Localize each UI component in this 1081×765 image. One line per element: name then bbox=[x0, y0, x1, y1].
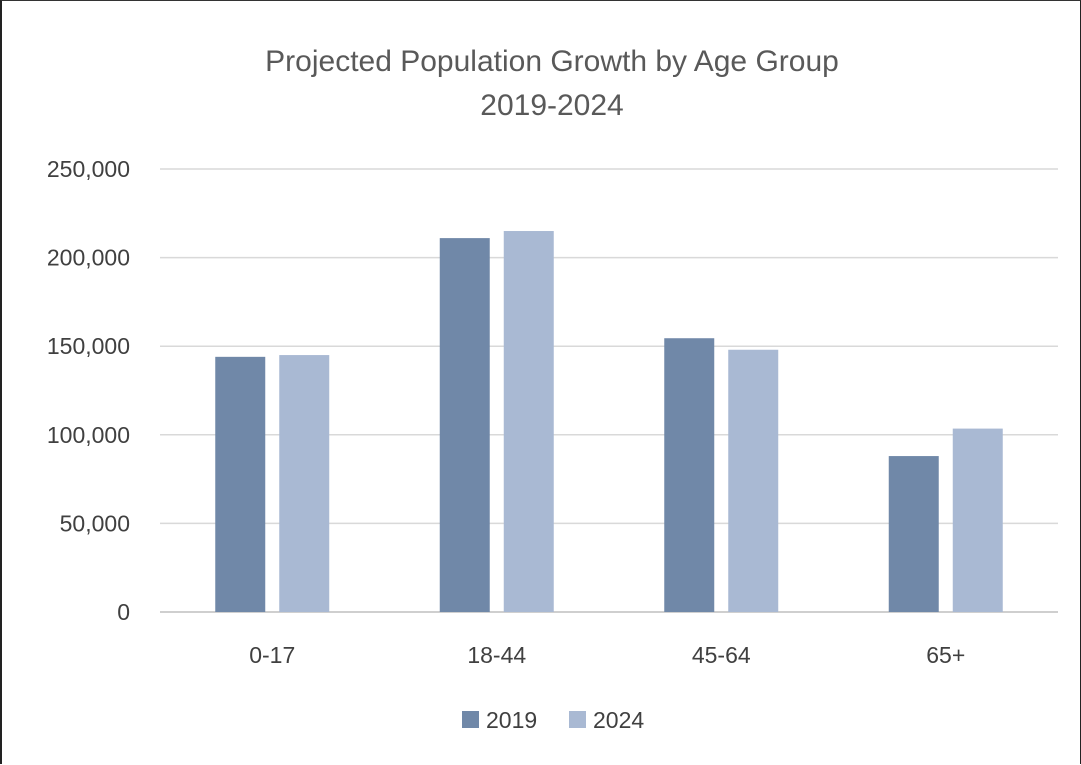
y-tick-label: 200,000 bbox=[47, 245, 130, 271]
bar-18-44-2019 bbox=[439, 238, 490, 612]
bar-45-64-2019 bbox=[664, 338, 715, 612]
y-tick-label: 50,000 bbox=[60, 510, 130, 536]
x-tick-label: 65+ bbox=[926, 642, 965, 668]
y-tick-label: 0 bbox=[117, 599, 130, 625]
y-tick-label: 250,000 bbox=[47, 156, 130, 182]
bar-65+-2019 bbox=[888, 456, 939, 612]
y-axis-tick-labels: 0 50,000 100,000 150,000 200,000 250,000 bbox=[47, 156, 130, 625]
y-tick-label: 150,000 bbox=[47, 333, 130, 359]
bar-18-44-2024 bbox=[503, 231, 554, 612]
bar-65+-2024 bbox=[952, 428, 1003, 612]
x-axis-tick-labels: 0-17 18-44 45-64 65+ bbox=[249, 642, 965, 668]
legend-swatch bbox=[462, 711, 479, 728]
bar-0-17-2024 bbox=[279, 355, 330, 612]
bar-45-64-2024 bbox=[728, 349, 779, 612]
legend-label: 2024 bbox=[593, 707, 644, 733]
x-tick-label: 45-64 bbox=[692, 642, 751, 668]
chart-title: Projected Population Growth by Age Group bbox=[265, 45, 839, 78]
legend: 2019 2024 bbox=[462, 707, 644, 733]
chart-subtitle: 2019-2024 bbox=[480, 89, 623, 122]
bars bbox=[215, 231, 1003, 612]
legend-label: 2019 bbox=[486, 707, 537, 733]
y-tick-label: 100,000 bbox=[47, 422, 130, 448]
bar-0-17-2019 bbox=[215, 356, 266, 612]
x-tick-label: 18-44 bbox=[467, 642, 526, 668]
x-tick-label: 0-17 bbox=[249, 642, 295, 668]
legend-swatch bbox=[569, 711, 586, 728]
